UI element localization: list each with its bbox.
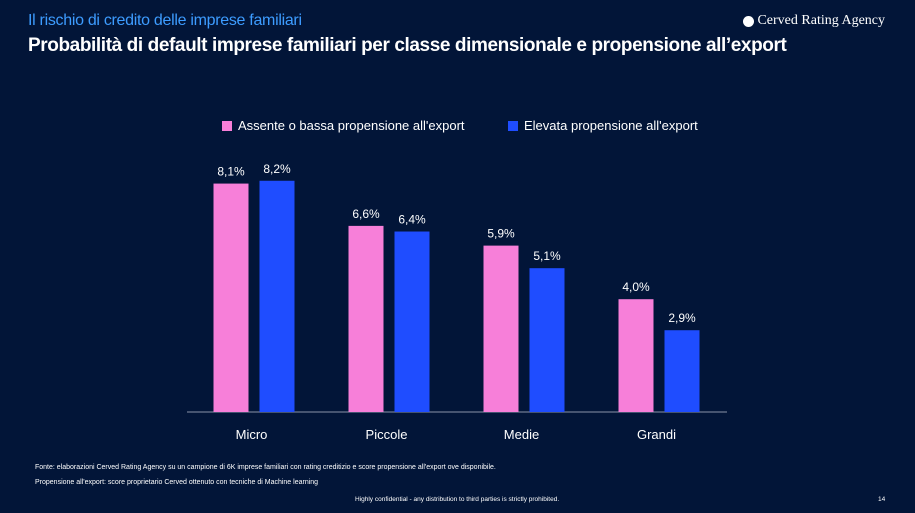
data-label: 6,6%: [352, 207, 380, 221]
legend-item-high-export: Elevata propensione all'export: [508, 118, 698, 133]
logo-icon: [743, 15, 755, 27]
data-label: 8,1%: [217, 165, 245, 179]
bar: [664, 330, 700, 412]
page-number: 14: [878, 496, 886, 503]
logo-text: Cerved Rating Agency: [757, 13, 885, 28]
legend-item-low-export: Assente o bassa propensione all'export: [222, 118, 465, 133]
bar: [394, 231, 430, 412]
bar: [213, 183, 249, 412]
bar: [259, 180, 295, 412]
bar: [529, 268, 565, 412]
data-label: 5,1%: [533, 249, 561, 263]
data-label: 8,2%: [263, 162, 291, 176]
chart-title: Probabilità di default imprese familiari…: [28, 35, 787, 56]
x-tick-label: Piccole: [366, 427, 408, 442]
data-label: 5,9%: [487, 227, 515, 241]
legend-label: Elevata propensione all'export: [524, 118, 698, 133]
logo: Cerved Rating Agency: [743, 13, 885, 29]
section-subtitle: Il rischio di credito delle imprese fami…: [28, 12, 302, 29]
data-label: 6,4%: [398, 213, 426, 227]
bar: [348, 225, 384, 412]
x-tick-label: Medie: [504, 427, 539, 442]
legend-swatch-pink: [222, 120, 232, 131]
confidential-note: Highly confidential - any distribution t…: [355, 496, 560, 503]
bar: [483, 245, 519, 412]
data-label: 4,0%: [622, 280, 650, 294]
x-tick-label: Grandi: [637, 427, 676, 442]
method-note: Propensione all'export: score proprietar…: [35, 479, 319, 486]
x-tick-label: Micro: [236, 427, 268, 442]
data-label: 2,9%: [668, 311, 696, 325]
bar: [618, 299, 654, 412]
legend-label: Assente o bassa propensione all'export: [238, 118, 465, 133]
legend-swatch-blue: [508, 120, 518, 131]
source-note: Fonte: elaborazioni Cerved Rating Agency…: [35, 464, 496, 471]
